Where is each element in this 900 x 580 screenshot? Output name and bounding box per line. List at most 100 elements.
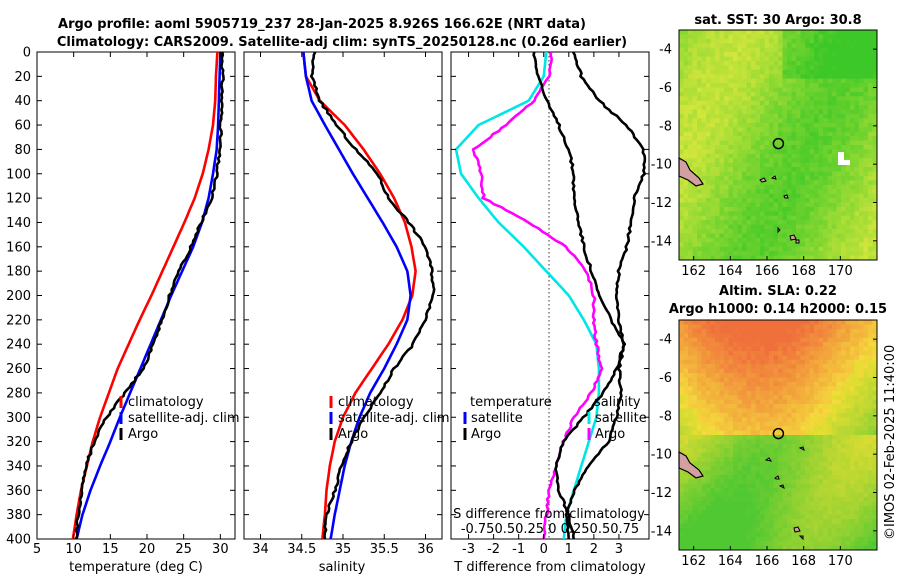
map-cell bbox=[850, 69, 855, 75]
map-cell bbox=[809, 377, 815, 383]
map-cell bbox=[805, 421, 810, 427]
map-cell bbox=[706, 479, 711, 485]
map-cell bbox=[805, 100, 810, 106]
map-cell bbox=[679, 193, 684, 199]
map-cell bbox=[715, 65, 720, 71]
map-cell bbox=[719, 96, 725, 102]
map-cell bbox=[832, 461, 837, 467]
map-cell bbox=[728, 60, 734, 66]
map-cell bbox=[733, 510, 738, 516]
map-cell bbox=[872, 211, 877, 217]
map-cell bbox=[764, 96, 770, 102]
map-cell bbox=[742, 114, 747, 119]
map-cell bbox=[719, 122, 725, 128]
map-cell bbox=[782, 435, 788, 440]
map-cell bbox=[710, 65, 716, 71]
map-cell bbox=[787, 127, 792, 133]
map-cell bbox=[728, 255, 734, 260]
map-cell bbox=[850, 355, 855, 361]
map-cell bbox=[701, 202, 707, 208]
map-cell bbox=[814, 91, 819, 97]
map-cell bbox=[782, 514, 788, 520]
map-cell bbox=[679, 435, 684, 440]
map-cell bbox=[845, 536, 851, 542]
map-cell bbox=[733, 220, 738, 226]
map-cell bbox=[769, 390, 774, 396]
map-cell bbox=[737, 30, 743, 35]
map-cell bbox=[764, 114, 770, 119]
map-cell bbox=[746, 541, 752, 546]
map-cell bbox=[800, 527, 806, 533]
map-cell bbox=[823, 435, 828, 440]
map-cell bbox=[692, 189, 698, 195]
map-y-tick-label: -4 bbox=[659, 43, 672, 58]
map-cell bbox=[746, 439, 752, 445]
map-cell bbox=[773, 523, 779, 529]
map-cell bbox=[868, 355, 873, 361]
map-cell bbox=[688, 350, 693, 356]
map-cell bbox=[733, 175, 738, 181]
map-cell bbox=[809, 523, 815, 529]
map-cell bbox=[787, 233, 792, 239]
map-cell bbox=[814, 122, 819, 128]
map-cell bbox=[805, 131, 810, 137]
map-cell bbox=[701, 514, 707, 520]
map-cell bbox=[715, 43, 720, 49]
map-cell bbox=[773, 470, 779, 476]
map-cell bbox=[692, 30, 698, 35]
map-cell bbox=[872, 91, 877, 97]
map-cell bbox=[724, 421, 729, 427]
map-cell bbox=[778, 342, 783, 347]
map-cell bbox=[719, 501, 725, 507]
map-cell bbox=[800, 167, 806, 172]
map-cell bbox=[710, 206, 716, 212]
map-cell bbox=[850, 421, 855, 427]
map-cell bbox=[832, 246, 837, 252]
map-cell bbox=[742, 412, 747, 418]
map-cell bbox=[787, 153, 792, 159]
map-cell bbox=[791, 136, 797, 141]
map-cell bbox=[850, 242, 855, 248]
map-cell bbox=[832, 43, 837, 49]
map-cell bbox=[679, 470, 684, 476]
map-cell bbox=[728, 501, 734, 507]
map-cell bbox=[841, 149, 846, 155]
map-cell bbox=[787, 541, 792, 546]
legend-argo-label: Argo bbox=[128, 427, 158, 442]
map-cell bbox=[724, 342, 729, 347]
map-cell bbox=[715, 251, 720, 256]
map-y-tick-label: -10 bbox=[651, 158, 672, 173]
map-cell bbox=[710, 83, 716, 88]
map-cell bbox=[719, 545, 725, 550]
map-cell bbox=[868, 421, 873, 427]
map-cell bbox=[823, 412, 828, 418]
map-cell bbox=[836, 492, 842, 498]
map-cell bbox=[863, 153, 869, 159]
map-cell bbox=[841, 333, 846, 339]
map-cell bbox=[854, 69, 860, 75]
map-cell bbox=[715, 202, 720, 208]
map-cell bbox=[814, 233, 819, 239]
map-cell bbox=[742, 220, 747, 226]
map-cell bbox=[706, 220, 711, 226]
map-cell bbox=[872, 175, 877, 181]
map-cell bbox=[787, 417, 792, 423]
map-cell bbox=[724, 30, 729, 35]
map-cell bbox=[809, 215, 815, 221]
map-cell bbox=[800, 158, 806, 164]
map-cell bbox=[814, 65, 819, 71]
map-cell bbox=[742, 492, 747, 498]
map-cell bbox=[715, 105, 720, 111]
map-cell bbox=[755, 320, 761, 325]
map-cell bbox=[760, 510, 765, 516]
map-cell bbox=[724, 251, 729, 256]
map-cell bbox=[746, 43, 752, 49]
map-cell bbox=[715, 167, 720, 172]
map-cell bbox=[854, 91, 860, 97]
map-cell bbox=[872, 342, 877, 347]
map-cell bbox=[728, 519, 734, 524]
map-cell bbox=[737, 483, 743, 489]
map-cell bbox=[760, 439, 765, 445]
map-cell bbox=[859, 202, 864, 208]
map-cell bbox=[850, 189, 855, 195]
